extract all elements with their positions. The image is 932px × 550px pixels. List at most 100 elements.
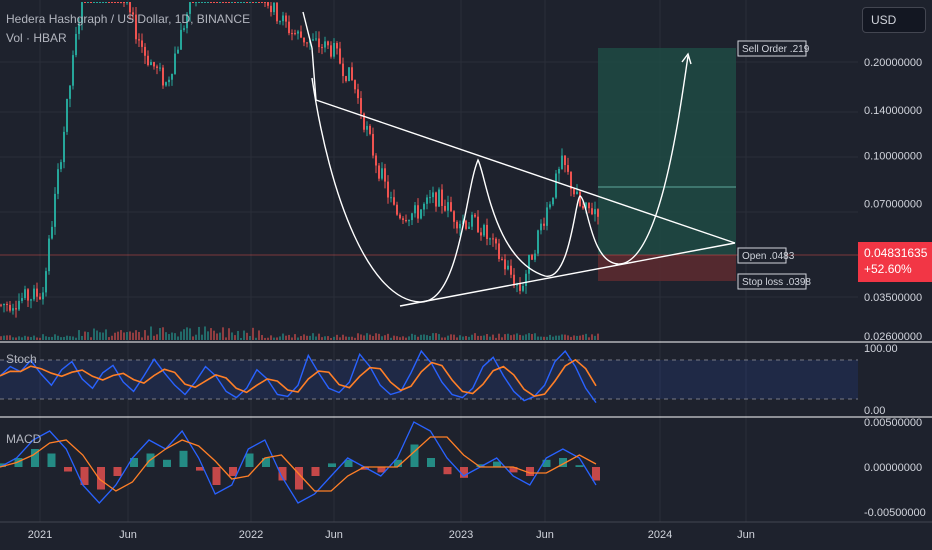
candle-body	[138, 39, 140, 41]
time-axis[interactable]: 2021 Jun 2022 Jun 2023 Jun 2024 Jun	[28, 529, 755, 541]
macd-histogram-bar	[245, 453, 254, 467]
volume-bar	[558, 335, 560, 340]
price-axis[interactable]: 0.20000000 0.14000000 0.10000000 0.07000000…	[864, 57, 922, 343]
volume-bar	[9, 335, 11, 340]
candle-body	[255, 2, 257, 3]
candle-body	[402, 218, 404, 220]
candle-body	[45, 271, 47, 293]
stoch-axis: 100.00 0.00	[864, 343, 898, 417]
candle-body	[174, 53, 176, 74]
candle-body	[153, 62, 155, 67]
candle-body	[270, 5, 272, 13]
candle-body	[321, 47, 323, 49]
volume-bar	[483, 335, 485, 340]
candle-body	[525, 273, 527, 286]
volume-bar	[150, 326, 152, 340]
macd-histogram-bar	[460, 467, 468, 478]
grid	[0, 0, 858, 522]
candle-body	[513, 274, 515, 286]
volume-bar	[240, 337, 242, 340]
candle-body	[507, 265, 509, 270]
target-zone[interactable]	[598, 48, 736, 255]
candle-body	[105, 2, 107, 3]
volume-bar	[264, 337, 266, 340]
candle-body	[90, 2, 92, 3]
volume-bar	[225, 337, 227, 340]
open-label[interactable]: Open .0483	[737, 247, 795, 264]
candle-body	[273, 2, 275, 13]
candle-body	[246, 2, 248, 3]
volume-bar	[480, 335, 482, 340]
volume-bar	[387, 333, 389, 340]
macd-histogram-bar	[14, 458, 23, 467]
candle-body	[489, 238, 491, 240]
volume-bar	[288, 334, 290, 340]
candle-body	[306, 42, 308, 44]
candle-body	[93, 2, 95, 3]
volume-bar	[87, 332, 89, 340]
volume-bar	[102, 332, 104, 340]
volume-bars	[0, 326, 599, 340]
volume-bar	[69, 336, 71, 340]
candle-body	[375, 155, 377, 166]
macd-histogram-bar	[410, 444, 419, 467]
volume-bar	[306, 335, 308, 340]
last-price-tag[interactable]: 0.04831635 +52.60%	[858, 242, 932, 282]
volume-bar	[504, 334, 506, 340]
candle-body	[555, 173, 557, 198]
volume-bar	[294, 334, 296, 340]
drawings[interactable]	[302, 11, 736, 307]
candle-body	[180, 29, 182, 50]
volume-bar	[243, 330, 245, 340]
volume-bar	[60, 337, 62, 340]
volume-bar	[258, 330, 260, 340]
volume-bar	[198, 326, 200, 340]
time-tick-label: 2021	[28, 529, 52, 541]
candle-body	[150, 62, 152, 66]
candle-body	[444, 205, 446, 211]
candle-body	[21, 298, 23, 301]
stop-zone[interactable]	[598, 255, 736, 281]
candle-body	[96, 2, 98, 3]
volume-bar	[195, 334, 197, 340]
volume-bar	[204, 326, 206, 340]
candle-body	[426, 197, 428, 204]
candle-body	[336, 43, 338, 49]
volume-bar	[474, 333, 476, 340]
volume-bar	[327, 336, 329, 340]
volume-bar	[111, 335, 113, 340]
candle-body	[111, 2, 113, 3]
volume-bar	[411, 333, 413, 340]
volume-bar	[99, 332, 101, 340]
candle-body	[186, 13, 188, 29]
candle-body	[48, 238, 50, 272]
macd-histogram-bar	[592, 467, 600, 481]
volume-bar	[81, 335, 83, 340]
candle-body	[267, 2, 269, 6]
volume-bar	[3, 335, 5, 340]
candle-body	[459, 223, 461, 229]
candle-body	[171, 73, 173, 80]
stop-loss-label[interactable]: Stop loss .0398	[737, 273, 811, 290]
candle-body	[558, 168, 560, 174]
candle-body	[18, 300, 20, 310]
macd-tick-label: 0.00500000	[864, 417, 922, 429]
candle-body	[183, 28, 185, 30]
volume-bar	[123, 332, 125, 340]
macd-histogram-bar	[262, 458, 270, 467]
volume-bar	[189, 328, 191, 340]
candle-body	[285, 15, 287, 22]
candle-body	[249, 2, 251, 3]
volume-bar	[573, 335, 575, 340]
volume-bar	[132, 332, 134, 340]
sell-order-label[interactable]: Sell Order .219	[737, 40, 810, 57]
volume-bar	[57, 335, 59, 340]
candle-body	[294, 33, 296, 35]
svg-text:Open .0483: Open .0483	[742, 251, 795, 262]
candle-body	[405, 219, 407, 222]
volume-bar	[63, 336, 65, 340]
volume-bar	[465, 336, 467, 340]
currency-button[interactable]: USD	[862, 7, 926, 33]
price-tick-label: 0.07000000	[864, 199, 922, 211]
